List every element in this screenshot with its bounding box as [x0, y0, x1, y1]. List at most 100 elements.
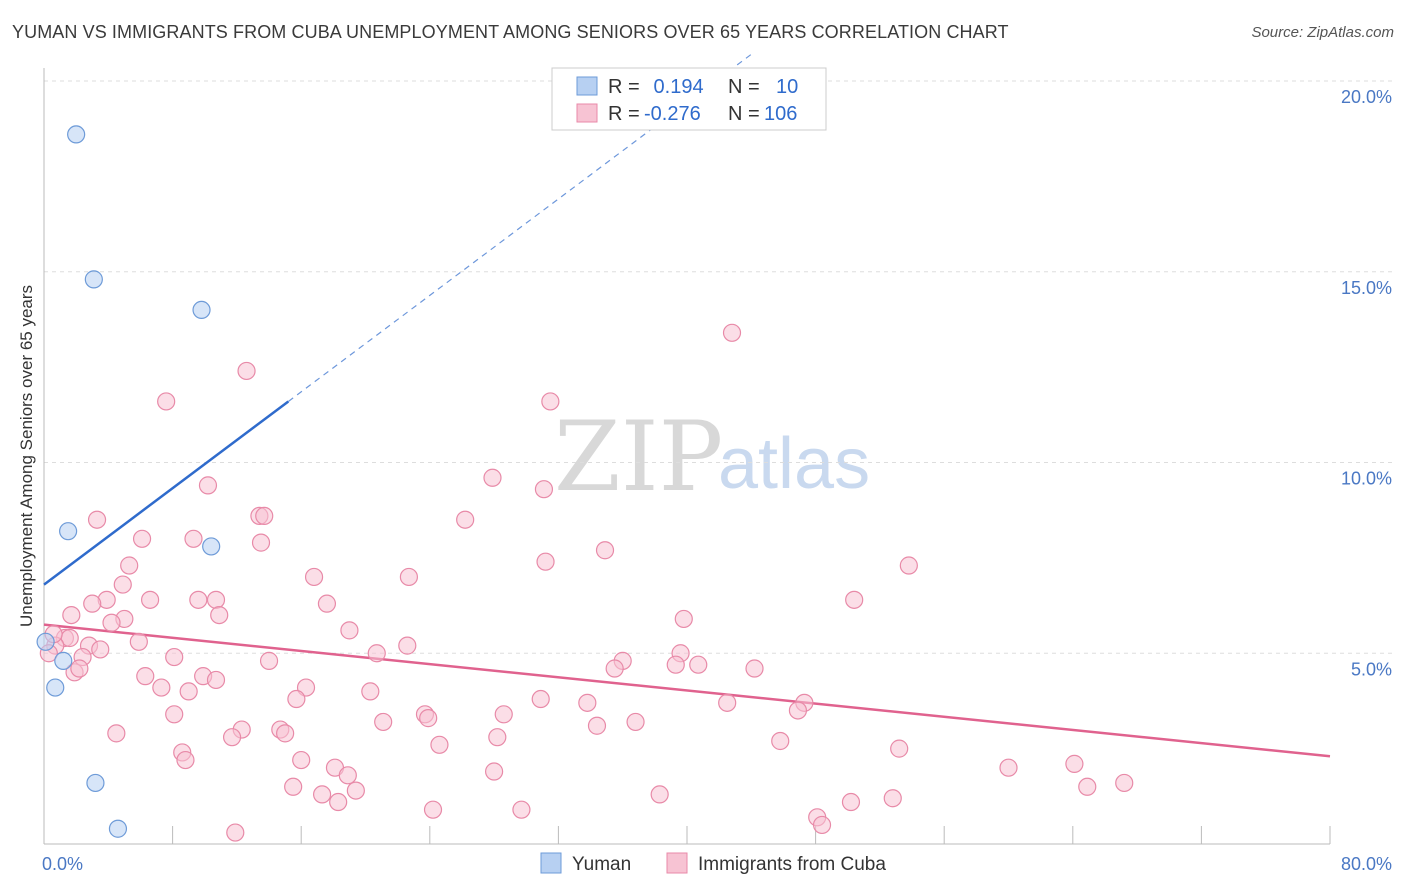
point-cuba: [206, 590, 226, 609]
point-cuba: [120, 556, 139, 575]
point-cuba: [210, 605, 229, 625]
point-cuba: [340, 621, 359, 640]
point-cuba: [165, 647, 184, 667]
point-cuba: [287, 689, 306, 709]
point-cuba: [899, 556, 918, 575]
point-cuba: [999, 758, 1018, 777]
point-cuba: [399, 567, 419, 587]
point-cuba: [536, 552, 555, 571]
point-cuba: [87, 510, 107, 529]
point-cuba: [483, 468, 502, 487]
point-yuman: [36, 632, 55, 651]
point-yuman: [86, 773, 105, 793]
point-yuman: [108, 819, 128, 838]
point-cuba: [237, 361, 256, 381]
point-cuba: [62, 605, 81, 625]
legend-r-value-yuman: 0.194: [648, 76, 704, 98]
data-points: [36, 125, 1134, 842]
point-cuba: [222, 728, 242, 747]
point-cuba: [812, 815, 832, 835]
point-cuba: [292, 750, 311, 770]
point-cuba: [179, 682, 198, 701]
point-cuba: [152, 678, 171, 697]
x-axis-ticks: [43, 826, 1331, 844]
point-cuba: [157, 392, 176, 411]
point-cuba: [595, 541, 615, 560]
watermark-zip: ZIP: [554, 401, 723, 513]
point-cuba: [771, 731, 790, 751]
point-cuba: [140, 590, 160, 609]
point-cuba: [534, 480, 554, 499]
trend-lines: [43, 53, 1331, 758]
point-cuba: [206, 670, 226, 690]
y-tick-label: 15.0%: [1341, 278, 1392, 298]
point-cuba: [674, 609, 693, 629]
point-cuba: [845, 590, 864, 609]
point-cuba: [189, 590, 208, 609]
y-tick-label: 10.0%: [1341, 469, 1392, 489]
stats-legend: R = 0.194 N = 10 R = -0.276 N = 106: [551, 67, 827, 131]
point-yuman: [84, 270, 103, 289]
point-cuba: [841, 792, 861, 812]
legend-n-label-cuba: N =: [728, 103, 760, 125]
series-legend-label-yuman: Yuman: [572, 854, 631, 875]
point-cuba: [251, 533, 271, 552]
point-cuba: [198, 476, 218, 495]
x-axis-tick-labels: 0.0% 80.0%: [42, 854, 1392, 874]
legend-r-label-yuman: R =: [608, 76, 640, 98]
y-axis-tick-labels: 5.0% 10.0% 15.0% 20.0%: [1341, 87, 1392, 679]
point-cuba: [689, 655, 708, 674]
legend-swatch-yuman: [576, 76, 598, 96]
x-tick-label-max: 80.0%: [1341, 854, 1392, 874]
point-cuba: [398, 636, 417, 655]
point-cuba: [176, 750, 195, 770]
watermark-atlas: atlas: [718, 424, 870, 504]
point-cuba: [284, 777, 303, 796]
point-cuba: [136, 667, 155, 686]
point-cuba: [329, 792, 348, 812]
legend-r-label-cuba: R =: [608, 103, 640, 125]
point-yuman: [192, 300, 211, 319]
point-cuba: [788, 701, 808, 720]
point-cuba: [745, 659, 764, 678]
series-legend: Yuman Immigrants from Cuba: [540, 852, 886, 875]
legend-r-value-cuba: -0.276: [644, 103, 701, 125]
point-cuba: [91, 640, 110, 659]
y-axis-title: Unemployment Among Seniors over 65 years: [17, 285, 36, 627]
point-cuba: [304, 567, 324, 587]
point-cuba: [578, 693, 597, 712]
point-cuba: [485, 762, 504, 781]
point-cuba: [317, 594, 337, 613]
point-cuba: [346, 781, 365, 800]
point-cuba: [512, 800, 531, 819]
point-yuman: [59, 522, 78, 541]
point-cuba: [626, 712, 645, 732]
point-cuba: [1065, 754, 1084, 773]
point-cuba: [650, 785, 669, 804]
point-cuba: [255, 506, 274, 526]
point-cuba: [83, 594, 102, 613]
point-cuba: [456, 510, 475, 529]
point-cuba: [1115, 773, 1134, 793]
trend-line-yuman: [43, 400, 290, 586]
point-yuman: [46, 678, 65, 697]
point-cuba: [488, 728, 507, 747]
point-cuba: [165, 705, 184, 724]
y-tick-label: 5.0%: [1351, 659, 1392, 679]
y-tick-label: 20.0%: [1341, 87, 1392, 107]
point-cuba: [1078, 777, 1097, 796]
point-yuman: [67, 125, 86, 144]
legend-n-value-yuman: 10: [776, 76, 798, 98]
point-cuba: [883, 789, 902, 808]
point-cuba: [718, 693, 737, 712]
point-cuba: [419, 709, 438, 728]
series-legend-swatch-yuman: [540, 852, 562, 874]
point-cuba: [430, 735, 449, 754]
series-legend-label-cuba: Immigrants from Cuba: [698, 854, 886, 875]
source-label: Source: ZipAtlas.com: [1251, 24, 1394, 41]
point-cuba: [132, 529, 152, 548]
point-cuba: [605, 659, 624, 678]
x-tick-label-min: 0.0%: [42, 854, 83, 874]
point-cuba: [184, 529, 203, 548]
